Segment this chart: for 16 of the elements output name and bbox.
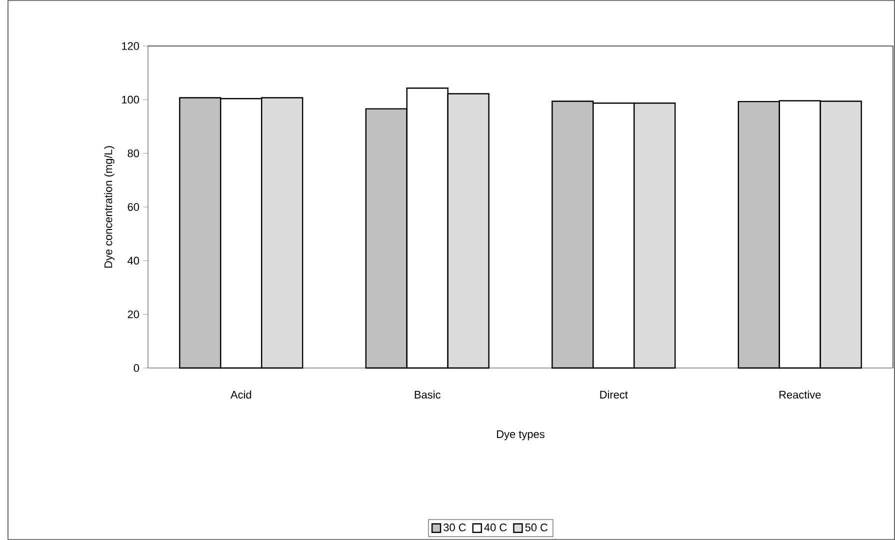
y-tick-label: 100	[122, 96, 140, 104]
x-tick-label: Direct	[600, 390, 628, 399]
y-tick-label: 40	[128, 256, 140, 265]
y-tick-label: 20	[128, 310, 140, 318]
x-tick-label: Reactive	[779, 390, 821, 399]
y-tick-label: 80	[128, 149, 140, 158]
y-tick-label: 120	[122, 42, 140, 50]
x-axis-title: Dye types	[497, 430, 544, 440]
y-tick-label: 0	[134, 364, 140, 372]
legend-label: 40 C	[484, 524, 507, 532]
y-tick-label: 60	[128, 203, 140, 211]
legend-label: 30 C	[444, 524, 466, 532]
y-axis-title: Dye concentration (mg/L)	[104, 146, 114, 268]
legend-label: 50 C	[525, 524, 548, 532]
x-tick-label: Acid	[230, 390, 252, 399]
x-tick-label: Basic	[414, 390, 440, 399]
